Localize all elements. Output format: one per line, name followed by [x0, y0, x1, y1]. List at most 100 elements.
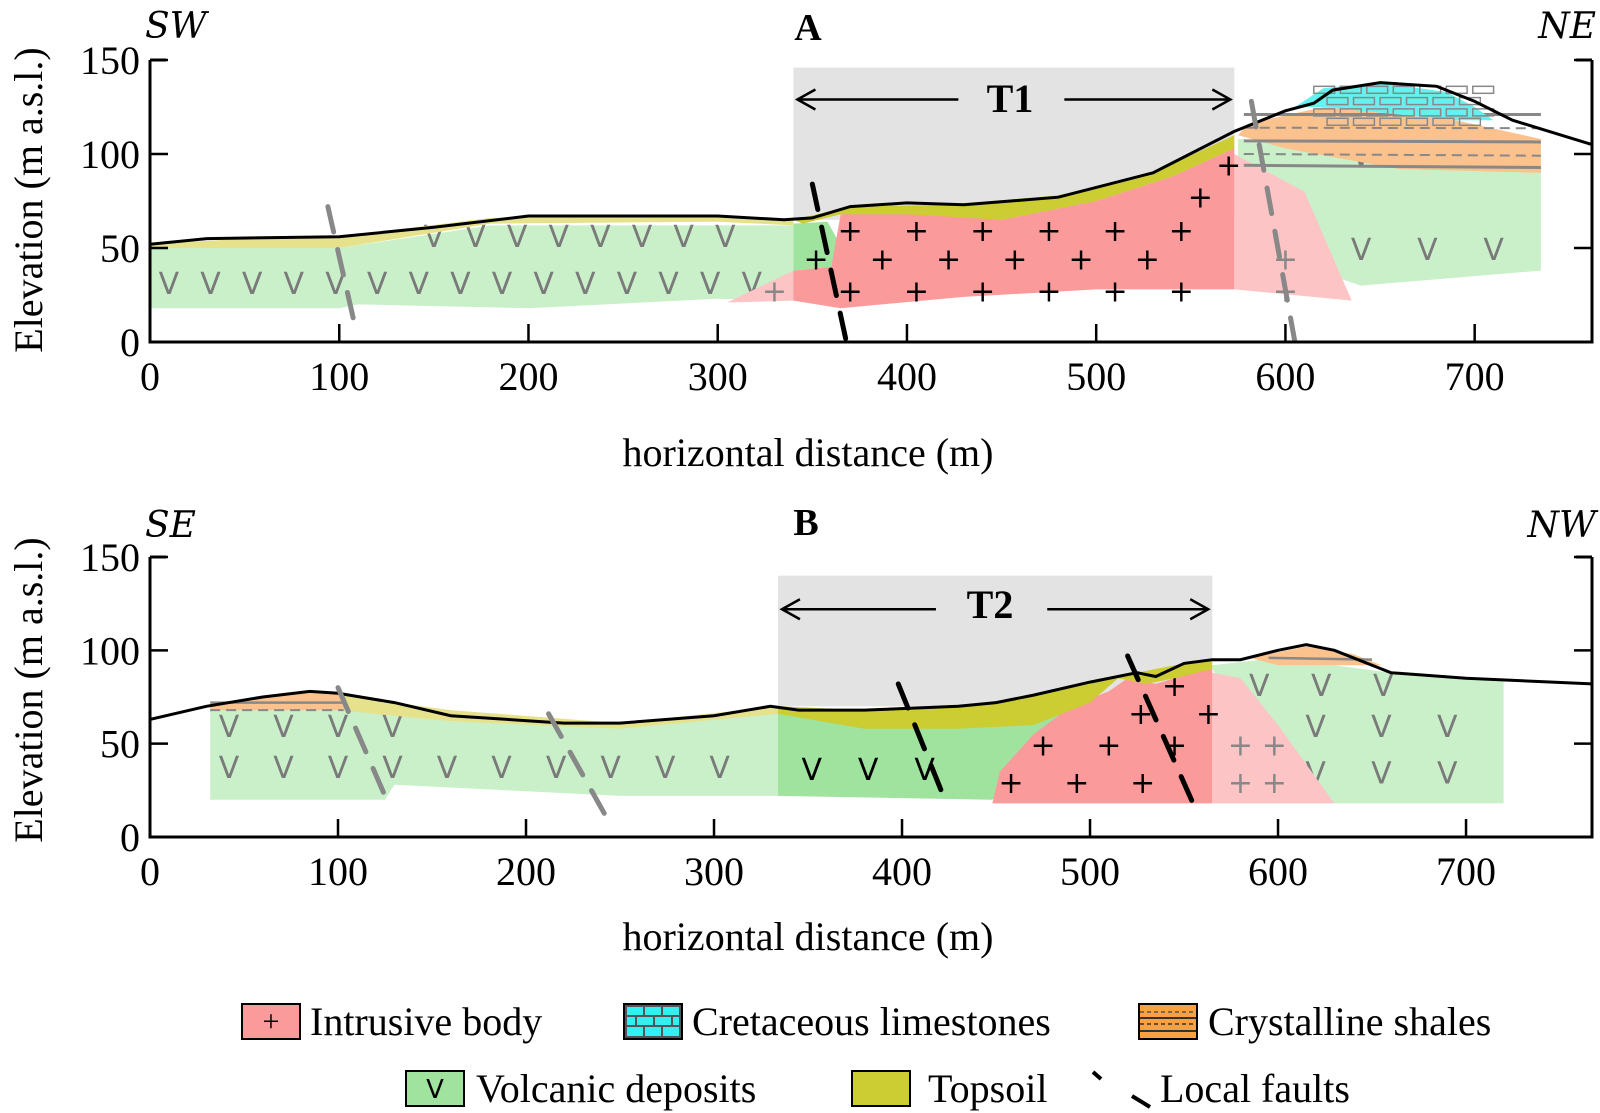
volcanic-symbol: V [673, 220, 694, 255]
panel-b-x-axis-title: horizontal distance (m) [623, 914, 994, 959]
intrusive-flank-right [1234, 154, 1352, 301]
shale-line [1243, 153, 1541, 157]
limestone-brick [1326, 117, 1349, 127]
volcanic-symbol: V [507, 220, 528, 255]
intrusive-symbol: + [904, 274, 929, 309]
topsoil-swatch-icon [851, 1070, 911, 1107]
limestone-brick [1366, 85, 1389, 95]
volcanic-symbol: V [700, 267, 721, 302]
limestone-brick [1326, 96, 1349, 106]
limestone-brick [1392, 85, 1415, 95]
arrowhead-right [1211, 88, 1233, 111]
volcanic-symbol: V [1311, 669, 1332, 704]
volcanic-symbol: V [284, 267, 305, 302]
volcanic-symbol: V [450, 267, 471, 302]
volcanic-symbol: V [273, 751, 294, 786]
panel-a-x-tick-label: 300 [688, 354, 748, 399]
intrusive-symbol: + [263, 1005, 280, 1038]
volcanic-symbol: V [328, 710, 349, 745]
intrusive-symbol: + [1030, 729, 1055, 764]
limestone-brick [1445, 108, 1468, 117]
volcanic-symbol: V [219, 710, 240, 745]
arrowhead-right [1189, 598, 1211, 621]
ground-surface [150, 643, 1592, 725]
volcanic-symbol: V [575, 267, 596, 302]
legend-label: Volcanic deposits [476, 1066, 756, 1111]
intrusive-symbol: + [1064, 766, 1089, 801]
legend-item-limestone: Cretaceous limestones [623, 999, 1051, 1044]
legend-label: Cretaceous limestones [692, 999, 1051, 1044]
panel-a-axes [148, 58, 1594, 344]
limestone-brick [1472, 85, 1495, 95]
panel-b-x-tick-label: 700 [1436, 849, 1496, 894]
panel-a-x-tick-label: 700 [1445, 354, 1505, 399]
panel-b-geology: V V V V V V V V V VV V V V V V VV V VV V VV V V+ ++ ++ + ++ + ++ ++ [150, 575, 1592, 818]
gray-fault [325, 204, 357, 326]
volcanic-symbol: V [273, 710, 294, 745]
volcanic-symbol: V [655, 751, 676, 786]
topsoil [777, 659, 1213, 729]
volcanic-symbol: V [219, 751, 240, 786]
axis-frame [148, 557, 1594, 839]
panel-b-y-tick-label: 0 [120, 815, 140, 860]
volcanic-symbol: V [1351, 233, 1372, 268]
volcanic-symbol: V [715, 220, 736, 255]
axis-frame [148, 60, 1594, 344]
panel-a: VVVVVVVVVVVVVVVVVVVVVVVVVVVVV+++++++++++… [6, 6, 1596, 475]
panel-a-left-direction: SW [145, 6, 210, 47]
panel-a-x-tick-label: 200 [498, 354, 558, 399]
panel-a-geology: VVVVVVVVVVVVVVVVVVVVVVVVVVVVV+++++++++++… [150, 67, 1592, 343]
topsoil-soft [150, 216, 794, 248]
intrusive-symbol: + [970, 214, 995, 249]
limestone-brick [1392, 108, 1415, 117]
legend-item-faults: Local faults [1091, 1066, 1350, 1111]
legend: + Intrusive body Cretaceous limestones C… [241, 999, 1491, 1111]
intrusive-flank-right [1212, 672, 1335, 804]
volcanic-symbol: V [382, 710, 403, 745]
ground-surface [150, 81, 1592, 246]
intrusive-symbol: + [1036, 214, 1061, 249]
topsoil [793, 135, 1235, 224]
volcanic-deposits-transect [793, 221, 837, 271]
intrusive-symbol: + [1103, 274, 1128, 309]
legend-label: Topsoil [928, 1066, 1047, 1111]
panel-b-y-tick-label: 50 [100, 722, 140, 767]
black-fault [895, 681, 946, 799]
arrowhead-left [779, 598, 801, 621]
volcanic-deposits-left [210, 706, 778, 800]
volcanic-symbol: V [1417, 233, 1438, 268]
volcanic-symbol: V [709, 751, 730, 786]
volcanic-symbol: V [1483, 233, 1504, 268]
volcanic-symbol: V [802, 753, 823, 788]
volcanic-symbol: V [328, 751, 349, 786]
cretaceous-limestones [1294, 82, 1494, 121]
intrusive-flank-left [727, 270, 794, 303]
intrusive-symbol: + [1002, 242, 1027, 277]
volcanic-symbol: V [1437, 710, 1458, 745]
panel-a-letter: A [794, 7, 822, 49]
legend-item-shales: Crystalline shales [1138, 999, 1491, 1044]
panel-a-x-tick-label: 500 [1066, 354, 1126, 399]
volcanic-symbol: V [600, 751, 621, 786]
panel-b-letter: B [793, 502, 818, 544]
legend-label: Local faults [1160, 1066, 1350, 1111]
panel-b-x-tick-label: 400 [872, 849, 932, 894]
limestone-brick [1432, 96, 1455, 106]
volcanic-symbol: V [1249, 669, 1270, 704]
legend-label: Crystalline shales [1208, 999, 1491, 1044]
crystalline-shales [1249, 646, 1382, 666]
intrusive-symbol: + [970, 274, 995, 309]
panel-a-x-tick-label: 600 [1255, 354, 1315, 399]
volcanic-symbol: V [617, 267, 638, 302]
panel-b: V V V V V V V V V VV V V V V V VV V VV V VV V V+ ++ ++ + ++ + ++ ++ … [6, 502, 1599, 959]
volcanic-symbol: V [465, 220, 486, 255]
crystalline-shales [210, 691, 344, 711]
panel-a-x-axis-title: horizontal distance (m) [623, 430, 994, 475]
intrusive-symbol: + [1169, 274, 1194, 309]
legend-item-topsoil: Topsoil [851, 1066, 1047, 1111]
panel-a-x-tick-label: 100 [309, 354, 369, 399]
intrusive-symbol-faint: + [1262, 729, 1287, 764]
panel-a-x-tick-label: 400 [877, 354, 937, 399]
legend-item-volcanic: V Volcanic deposits [405, 1066, 756, 1111]
volcanic-symbol: V [658, 267, 679, 302]
